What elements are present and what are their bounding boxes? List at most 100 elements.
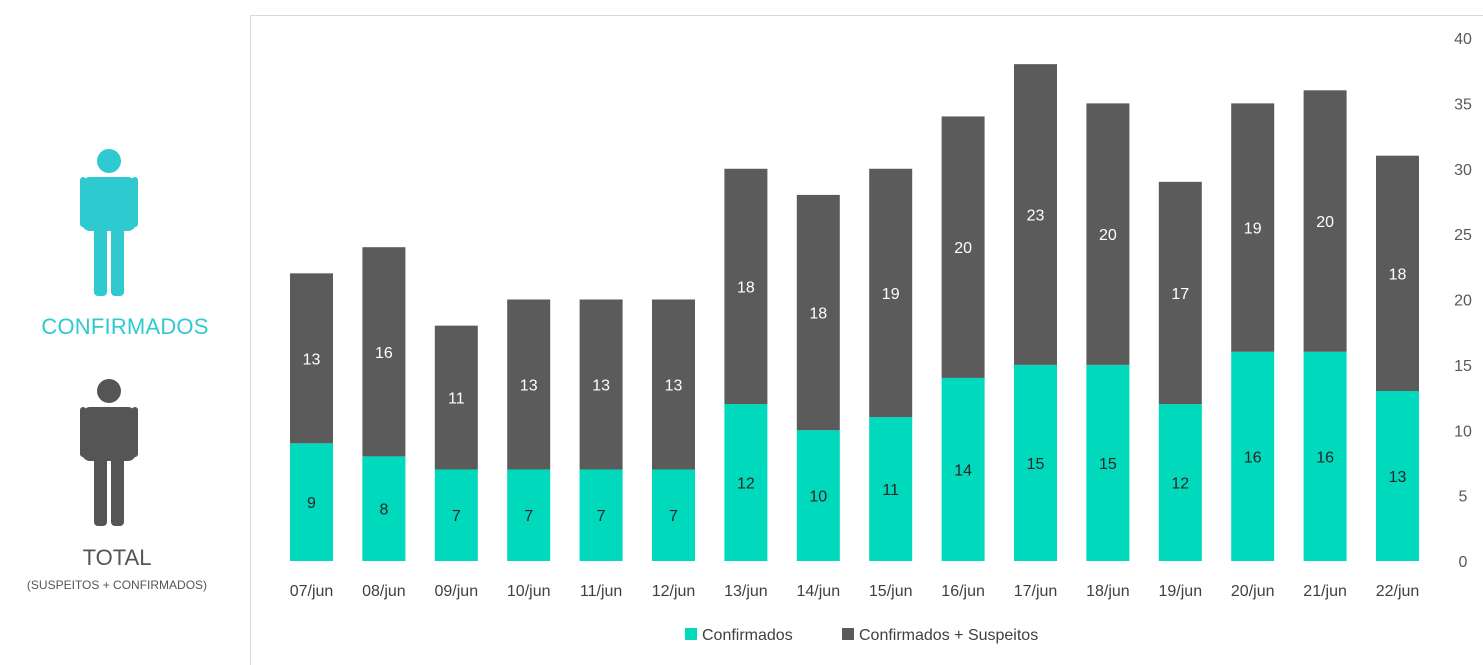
bar-confirmados [1303, 351, 1347, 561]
bar-confirmados [652, 469, 695, 561]
bar-confirmados-suspeitos [724, 168, 768, 405]
data-label-confirmados: 13 [1389, 469, 1407, 486]
bar-confirmados-suspeitos [1303, 90, 1347, 352]
side-panel: CONFIRMADOS TOTAL (SUSPEITOS + CONFIRMAD… [0, 0, 250, 657]
data-label-confirmados-suspeitos: 13 [520, 377, 538, 394]
bar-confirmados-suspeitos [1376, 155, 1419, 392]
data-label-confirmados-suspeitos: 13 [303, 351, 321, 368]
x-tick-label: 09/jun [435, 583, 479, 600]
x-tick-label: 16/jun [941, 583, 985, 600]
legend-swatch [842, 628, 854, 640]
y-tick-label: 35 [1454, 96, 1472, 113]
bars-layer [290, 64, 1419, 561]
data-label-confirmados-suspeitos: 20 [954, 240, 972, 257]
bar-confirmados-suspeitos [1014, 64, 1057, 365]
legend-swatch [685, 628, 697, 640]
person-left-leg [94, 223, 107, 296]
data-label-confirmados-suspeitos: 20 [1316, 214, 1334, 231]
x-tick-label: 12/jun [652, 583, 696, 600]
bar-confirmados [290, 443, 333, 561]
confirmed-label: CONFIRMADOS [41, 314, 209, 339]
person-right-leg [111, 223, 124, 296]
y-tick-label: 15 [1454, 358, 1472, 375]
person-head [97, 149, 121, 173]
bar-confirmados [1376, 391, 1419, 561]
bar-confirmados-suspeitos [652, 299, 695, 470]
y-tick-label: 0 [1459, 554, 1468, 571]
data-label-confirmados-suspeitos: 18 [737, 279, 755, 296]
chart-frame [250, 15, 1483, 665]
bar-confirmados [1014, 364, 1057, 561]
person-icon [80, 379, 138, 526]
x-tick-label: 18/jun [1086, 583, 1130, 600]
data-label-confirmados-suspeitos: 18 [1389, 266, 1407, 283]
x-tick-label: 21/jun [1303, 583, 1347, 600]
bar-confirmados-suspeitos [1231, 103, 1275, 352]
bar-confirmados [434, 469, 478, 561]
data-label-confirmados: 7 [452, 508, 461, 525]
data-label-confirmados: 15 [1099, 456, 1117, 473]
x-tick-label: 17/jun [1014, 583, 1058, 600]
bar-confirmados-suspeitos [434, 325, 478, 470]
data-label-confirmados-suspeitos: 19 [882, 286, 900, 303]
person-right-leg [111, 453, 124, 526]
data-label-confirmados-suspeitos: 11 [448, 391, 465, 408]
x-tick-label: 19/jun [1159, 583, 1203, 600]
x-tick-label: 13/jun [724, 583, 768, 600]
data-label-confirmados-suspeitos: 17 [1171, 286, 1189, 303]
y-tick-label: 30 [1454, 162, 1472, 179]
data-label-confirmados: 8 [379, 502, 388, 519]
data-label-confirmados: 11 [882, 482, 899, 499]
bar-confirmados-suspeitos [362, 247, 406, 457]
data-label-confirmados: 12 [737, 476, 755, 493]
data-label-confirmados: 16 [1316, 449, 1334, 466]
data-label-confirmados-suspeitos: 20 [1099, 227, 1117, 244]
bar-confirmados-suspeitos [796, 194, 840, 431]
bar-confirmados-suspeitos [579, 299, 623, 470]
y-tick-label: 40 [1454, 31, 1472, 48]
x-tick-label: 15/jun [869, 583, 913, 600]
bar-confirmados-suspeitos [1158, 181, 1202, 405]
bar-confirmados [579, 469, 623, 561]
bar-confirmados [724, 404, 768, 561]
data-label-confirmados: 14 [954, 462, 972, 479]
y-tick-label: 10 [1454, 423, 1472, 440]
bar-confirmados-suspeitos [941, 116, 985, 378]
person-icon [80, 149, 138, 296]
data-label-confirmados: 10 [809, 489, 827, 506]
data-label-confirmados-suspeitos: 23 [1027, 208, 1045, 225]
bar-confirmados [362, 456, 406, 561]
bar-confirmados [1231, 351, 1275, 561]
data-label-confirmados-suspeitos: 13 [592, 377, 610, 394]
y-axis-ticks: 0 5 10 15 20 25 30 35 40 [1454, 31, 1472, 571]
y-tick-label: 25 [1454, 227, 1472, 244]
x-tick-label: 20/jun [1231, 583, 1275, 600]
bar-confirmados-suspeitos [290, 273, 333, 444]
total-label: TOTAL [82, 545, 152, 570]
person-torso [82, 177, 136, 231]
bar-confirmados-suspeitos [869, 168, 913, 418]
data-label-confirmados: 7 [524, 508, 533, 525]
bar-confirmados [869, 417, 913, 561]
data-label-confirmados: 12 [1171, 476, 1189, 493]
x-tick-label: 08/jun [362, 583, 406, 600]
bar-confirmados-suspeitos [507, 299, 551, 470]
x-axis-ticks: 07/jun 08/jun 09/jun 10/jun 11/jun 12/jun 13/j… [290, 583, 1420, 600]
person-head [97, 379, 121, 403]
data-label-confirmados-suspeitos: 18 [809, 306, 827, 323]
data-label-confirmados: 16 [1244, 449, 1262, 466]
x-tick-label: 10/jun [507, 583, 551, 600]
bar-confirmados [941, 377, 985, 561]
data-label-confirmados-suspeitos: 13 [665, 377, 683, 394]
data-label-confirmados: 7 [669, 508, 678, 525]
bar-confirmados [796, 430, 840, 561]
legend-label: Confirmados + Suspeitos [859, 627, 1038, 644]
legend-label: Confirmados [702, 627, 793, 644]
value-labels-layer: 9 13 8 16 7 11 7 13 7 13 7 13 12 18 10 18 11 19 14 20 15 23 15… [303, 208, 1407, 526]
person-torso [82, 407, 136, 461]
total-sublabel: (SUSPEITOS + CONFIRMADOS) [26, 578, 208, 592]
data-label-confirmados: 9 [307, 495, 316, 512]
y-tick-label: 20 [1454, 293, 1472, 310]
bar-confirmados [507, 469, 551, 561]
